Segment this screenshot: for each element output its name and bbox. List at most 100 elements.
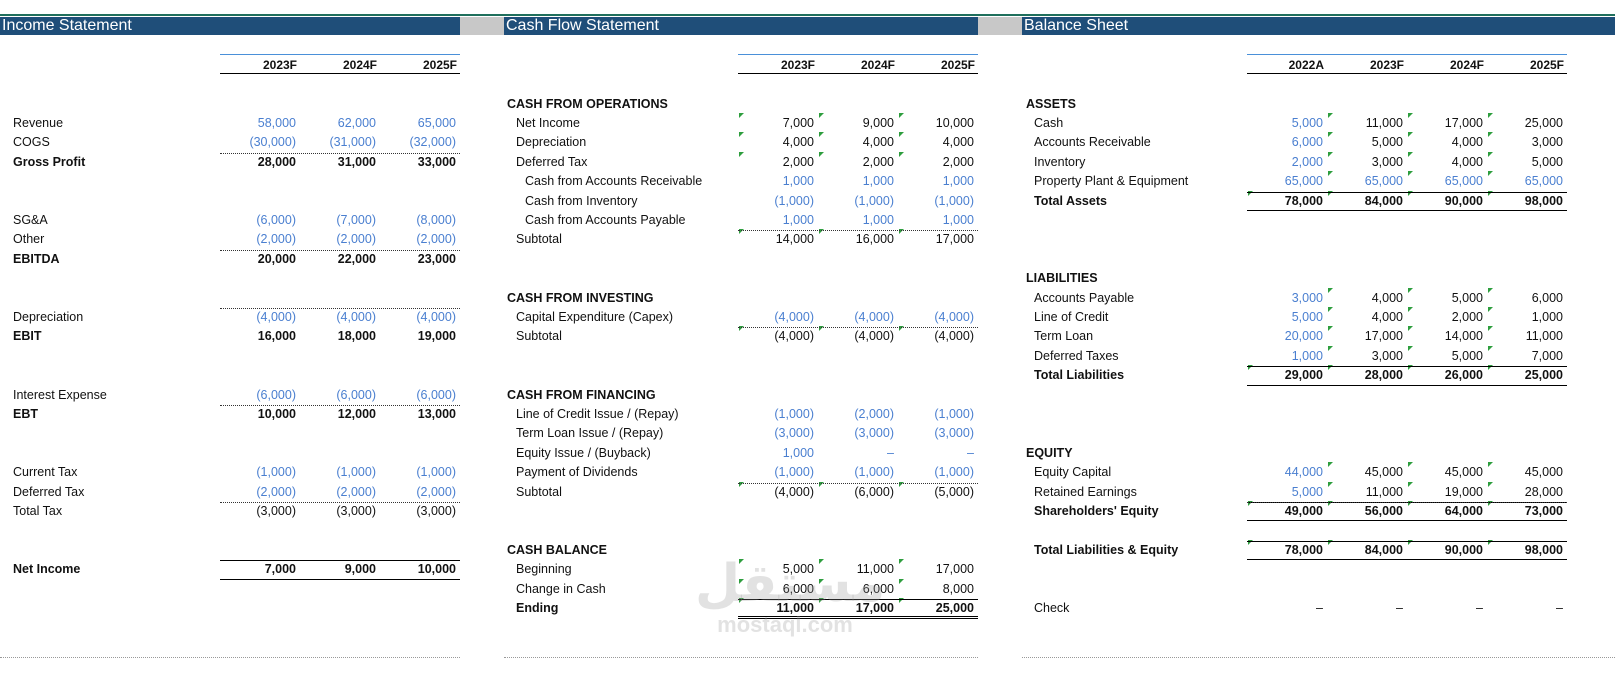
balance-cell[interactable]: 56,000 — [1364, 504, 1403, 518]
cashflow-cell[interactable]: 14,000 — [775, 232, 814, 247]
balance-cell[interactable]: 5,000 — [1531, 154, 1563, 169]
balance-cell[interactable]: 14,000 — [1444, 329, 1483, 344]
balance-cell[interactable]: 90,000 — [1444, 542, 1483, 557]
income-cell[interactable]: (4,000) — [256, 310, 296, 324]
balance-cell[interactable]: 29,000 — [1284, 368, 1323, 383]
cashflow-cell[interactable]: 4,000 — [782, 135, 814, 150]
cashflow-cell[interactable]: 10,000 — [935, 116, 974, 130]
income-cell[interactable]: (2,000) — [256, 232, 296, 247]
balance-cell[interactable]: – — [1476, 601, 1483, 615]
balance-cell[interactable]: 45,000 — [1524, 465, 1563, 480]
cashflow-cell[interactable]: 7,000 — [782, 116, 814, 130]
balance-cell[interactable]: 65,000 — [1444, 174, 1483, 189]
balance-cell[interactable]: 84,000 — [1364, 542, 1403, 557]
balance-cell[interactable]: 2,000 — [1451, 310, 1483, 324]
balance-cell[interactable]: 3,000 — [1531, 135, 1563, 150]
cashflow-cell[interactable]: (4,000) — [774, 484, 814, 499]
balance-cell[interactable]: 20,000 — [1284, 329, 1323, 344]
income-cell[interactable]: 58,000 — [257, 116, 296, 130]
balance-cell[interactable]: 5,000 — [1451, 290, 1483, 305]
cashflow-cell[interactable]: 5,000 — [782, 562, 814, 577]
balance-cell[interactable]: 45,000 — [1364, 465, 1403, 480]
income-cell[interactable]: 23,000 — [417, 251, 456, 266]
balance-cell[interactable]: 28,000 — [1524, 484, 1563, 499]
cashflow-cell[interactable]: (1,000) — [774, 407, 814, 421]
cashflow-cell[interactable]: (1,000) — [934, 465, 974, 480]
balance-cell[interactable]: 1,000 — [1291, 348, 1323, 363]
cashflow-cell[interactable]: (1,000) — [854, 465, 894, 480]
income-cell[interactable]: 9,000 — [344, 562, 376, 577]
balance-cell[interactable]: 4,000 — [1371, 290, 1403, 305]
cashflow-cell[interactable]: (1,000) — [774, 465, 814, 480]
balance-cell[interactable]: 3,000 — [1371, 154, 1403, 169]
income-cell[interactable]: (1,000) — [256, 465, 296, 480]
cashflow-cell[interactable]: 1,000 — [782, 213, 814, 227]
cashflow-cell[interactable]: 17,000 — [935, 562, 974, 577]
balance-cell[interactable]: 4,000 — [1451, 154, 1483, 169]
income-cell[interactable]: (31,000) — [329, 135, 376, 150]
cashflow-cell[interactable]: 11,000 — [856, 562, 894, 577]
cashflow-cell[interactable]: 1,000 — [942, 213, 974, 227]
income-cell[interactable]: (3,000) — [336, 504, 376, 518]
balance-cell[interactable]: 3,000 — [1291, 290, 1323, 305]
income-cell[interactable]: 12,000 — [337, 407, 376, 421]
income-cell[interactable]: 13,000 — [417, 407, 456, 421]
cashflow-cell[interactable]: 6,000 — [782, 581, 814, 596]
cashflow-cell[interactable]: (4,000) — [854, 310, 894, 324]
balance-cell[interactable]: 6,000 — [1291, 135, 1323, 150]
income-cell[interactable]: 31,000 — [337, 154, 376, 169]
balance-cell[interactable]: 25,000 — [1524, 368, 1563, 383]
cashflow-cell[interactable]: (6,000) — [854, 484, 894, 499]
balance-cell[interactable]: 5,000 — [1291, 310, 1323, 324]
income-cell[interactable]: (8,000) — [416, 213, 456, 227]
balance-cell[interactable]: 4,000 — [1451, 135, 1483, 150]
income-cell[interactable]: (3,000) — [416, 504, 456, 518]
income-cell[interactable]: (3,000) — [256, 504, 296, 518]
income-cell[interactable]: 10,000 — [417, 562, 456, 577]
cashflow-cell[interactable]: 1,000 — [942, 174, 974, 189]
cashflow-cell[interactable]: (3,000) — [774, 426, 814, 441]
balance-cell[interactable]: 64,000 — [1444, 504, 1483, 518]
balance-cell[interactable]: 65,000 — [1364, 174, 1403, 189]
balance-cell[interactable]: 73,000 — [1524, 504, 1563, 518]
cashflow-cell[interactable]: (4,000) — [934, 329, 974, 344]
cashflow-cell[interactable]: 25,000 — [935, 601, 974, 615]
balance-cell[interactable]: 19,000 — [1444, 484, 1483, 499]
balance-cell[interactable]: 65,000 — [1284, 174, 1323, 189]
income-cell[interactable]: 16,000 — [257, 329, 296, 344]
income-cell[interactable]: (6,000) — [416, 387, 456, 402]
balance-cell[interactable]: 5,000 — [1291, 116, 1323, 130]
income-cell[interactable]: 20,000 — [257, 251, 296, 266]
cashflow-cell[interactable]: – — [887, 445, 894, 460]
cashflow-cell[interactable]: – — [967, 445, 974, 460]
balance-cell[interactable]: 5,000 — [1291, 484, 1323, 499]
balance-cell[interactable]: 98,000 — [1524, 193, 1563, 208]
income-cell[interactable]: (30,000) — [249, 135, 296, 150]
income-cell[interactable]: 7,000 — [264, 562, 296, 577]
balance-cell[interactable]: 84,000 — [1364, 193, 1403, 208]
balance-cell[interactable]: 4,000 — [1371, 310, 1403, 324]
balance-cell[interactable]: 5,000 — [1371, 135, 1403, 150]
cashflow-cell[interactable]: (1,000) — [774, 193, 814, 208]
cashflow-cell[interactable]: (3,000) — [934, 426, 974, 441]
cashflow-cell[interactable]: 8,000 — [942, 581, 974, 596]
income-cell[interactable]: (2,000) — [336, 484, 376, 499]
balance-cell[interactable]: 90,000 — [1444, 193, 1483, 208]
cashflow-cell[interactable]: (1,000) — [934, 407, 974, 421]
balance-cell[interactable]: 98,000 — [1524, 542, 1563, 557]
balance-cell[interactable]: 6,000 — [1531, 290, 1563, 305]
income-cell[interactable]: (2,000) — [336, 232, 376, 247]
balance-cell[interactable]: 25,000 — [1524, 116, 1563, 130]
balance-cell[interactable]: – — [1396, 601, 1403, 615]
cashflow-cell[interactable]: 16,000 — [855, 232, 894, 247]
balance-cell[interactable]: 17,000 — [1364, 329, 1403, 344]
income-cell[interactable]: 33,000 — [417, 154, 456, 169]
balance-cell[interactable]: 1,000 — [1531, 310, 1563, 324]
cashflow-cell[interactable]: 4,000 — [942, 135, 974, 150]
cashflow-cell[interactable]: (2,000) — [854, 407, 894, 421]
income-cell[interactable]: (1,000) — [336, 465, 376, 480]
income-cell[interactable]: 65,000 — [417, 116, 456, 130]
income-cell[interactable]: (1,000) — [416, 465, 456, 480]
income-cell[interactable]: (32,000) — [409, 135, 456, 150]
balance-cell[interactable]: 28,000 — [1364, 368, 1403, 383]
